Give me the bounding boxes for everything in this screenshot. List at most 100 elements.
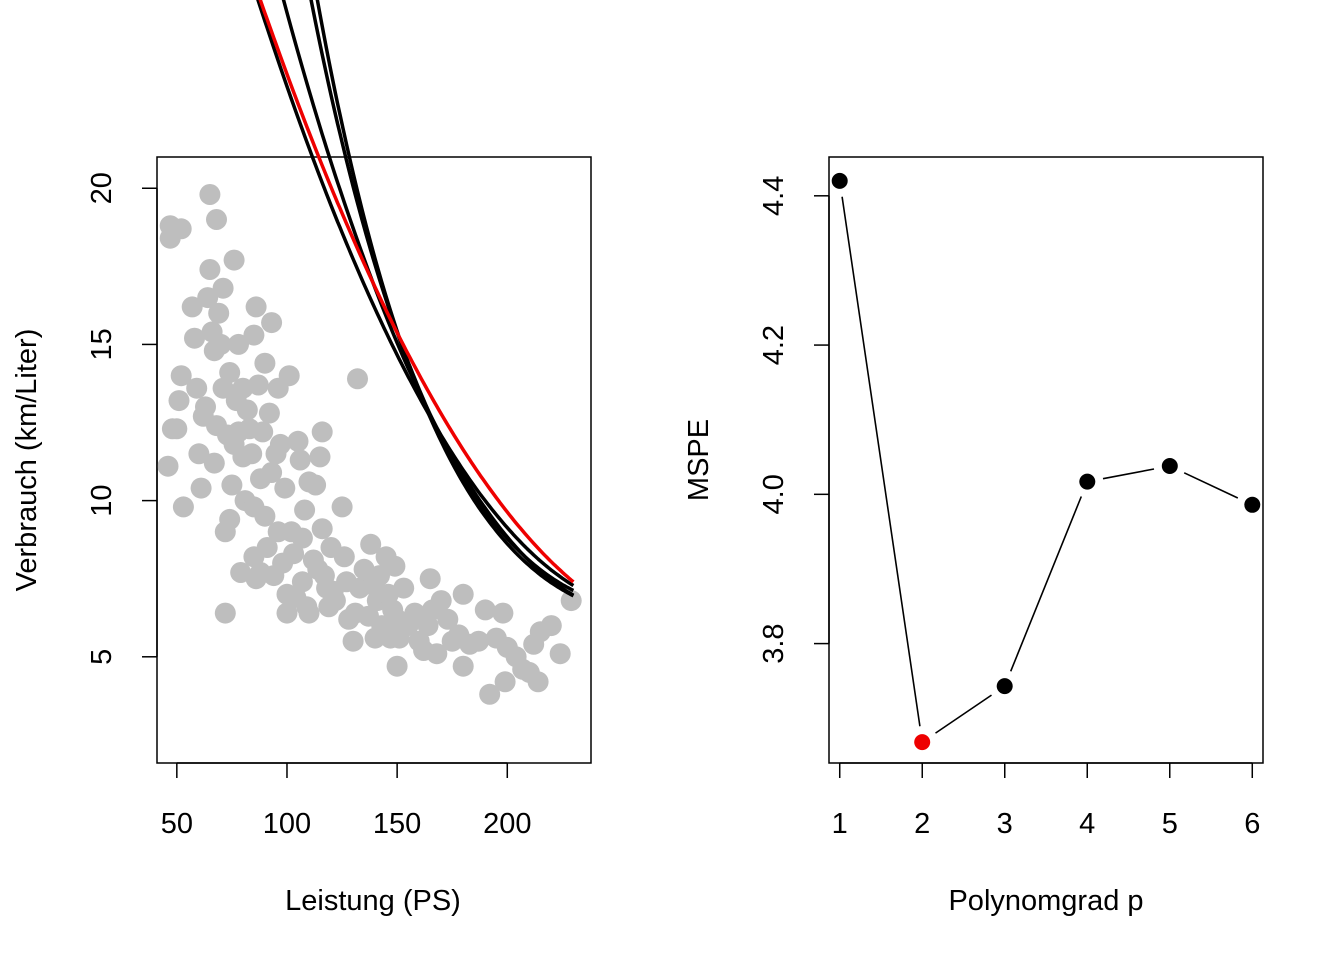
y-tick-label: 4.0 xyxy=(758,474,790,514)
scatter-point xyxy=(468,630,490,652)
mspe-axes: 1 2 3 4 5 6 3.8 4.0 4.2 4.4 xyxy=(758,176,1260,840)
scatter-point xyxy=(384,555,406,577)
scatter-point xyxy=(540,615,562,637)
scatter-point xyxy=(254,352,276,374)
scatter-point xyxy=(241,443,263,465)
scatter-point xyxy=(214,602,236,624)
scatter-point xyxy=(331,496,353,518)
y-tick-label: 4.4 xyxy=(758,176,790,216)
scatter-point xyxy=(243,324,265,346)
scatter-point xyxy=(452,655,474,677)
scatter-point xyxy=(258,402,280,424)
scatter-point xyxy=(186,377,208,399)
scatter-point xyxy=(294,499,316,521)
scatter-point xyxy=(437,608,459,630)
scatter-point xyxy=(195,396,216,418)
y-tick-label: 10 xyxy=(86,484,118,516)
scatter-point xyxy=(212,277,234,299)
scatter-panel: 50 100 150 200 5 10 15 20 Leistung (PS) Verbrau… xyxy=(11,0,592,917)
x-tick-label: 2 xyxy=(914,808,930,840)
scatter-point xyxy=(184,327,205,349)
scatter-point xyxy=(245,296,267,318)
mspe-plot-frame xyxy=(828,156,1264,764)
x-tick-label: 5 xyxy=(1162,808,1178,840)
scatter-point xyxy=(247,374,269,396)
fit-curves xyxy=(256,0,575,598)
mspe-point xyxy=(996,678,1013,695)
x-tick-label: 4 xyxy=(1079,808,1095,840)
scatter-points xyxy=(157,184,582,705)
scatter-point xyxy=(208,302,230,324)
y-tick-label: 15 xyxy=(86,328,118,360)
y-tick-label: 5 xyxy=(86,649,118,665)
y-tick-label: 4.2 xyxy=(758,325,790,365)
scatter-point xyxy=(311,518,333,540)
scatter-point xyxy=(298,602,320,624)
scatter-x-axis-label: Leistung (PS) xyxy=(285,885,461,917)
scatter-point xyxy=(188,443,210,465)
fit-curve-degree-4 xyxy=(309,0,575,593)
x-tick-label: 100 xyxy=(263,808,311,840)
scatter-point xyxy=(333,546,355,568)
scatter-point xyxy=(223,249,245,271)
scatter-point xyxy=(419,568,441,590)
scatter-point xyxy=(289,449,311,471)
scatter-point xyxy=(309,446,331,468)
scatter-y-axis-label: Verbrauch (km/Liter) xyxy=(11,329,43,592)
mspe-point xyxy=(1079,473,1096,490)
scatter-point xyxy=(219,362,241,383)
scatter-point xyxy=(172,496,194,518)
scatter-point xyxy=(386,655,408,677)
scatter-point xyxy=(305,474,327,496)
y-tick-label: 20 xyxy=(86,172,118,204)
mspe-point xyxy=(1244,496,1261,513)
scatter-point xyxy=(168,390,190,412)
scatter-point xyxy=(261,312,283,334)
scatter-point xyxy=(360,533,382,555)
scatter-point xyxy=(157,455,179,477)
mspe-connector xyxy=(1009,496,1083,672)
mspe-point-best xyxy=(914,734,931,751)
scatter-point xyxy=(283,543,305,565)
mspe-connector-lines xyxy=(841,196,1239,734)
mspe-connector xyxy=(1183,472,1239,499)
scatter-point xyxy=(474,599,496,621)
x-tick-label: 1 xyxy=(832,808,848,840)
scatter-point xyxy=(269,433,291,455)
scatter-point xyxy=(560,590,582,612)
mspe-panel: 1 2 3 4 5 6 3.8 4.0 4.2 4.4 Polynomgrad p MSPE xyxy=(683,156,1264,917)
scatter-point xyxy=(369,565,390,587)
scatter-point xyxy=(252,421,274,443)
scatter-point xyxy=(291,571,313,593)
scatter-point xyxy=(479,683,501,705)
scatter-point xyxy=(170,218,192,240)
mspe-connector xyxy=(935,694,992,734)
y-tick-label: 3.8 xyxy=(758,623,790,663)
scatter-point xyxy=(287,430,309,452)
scatter-point xyxy=(261,462,283,483)
scatter-point xyxy=(212,377,234,399)
scatter-point xyxy=(181,296,203,318)
scatter-point xyxy=(199,259,221,280)
scatter-point xyxy=(190,477,212,499)
fit-curve-degree-2 xyxy=(258,0,575,584)
x-tick-label: 200 xyxy=(483,808,531,840)
scatter-axes: 50 100 150 200 5 10 15 20 xyxy=(86,172,531,840)
scatter-point xyxy=(197,287,219,309)
x-tick-label: 150 xyxy=(373,808,421,840)
x-tick-label: 6 xyxy=(1244,808,1260,840)
scatter-point xyxy=(203,452,225,474)
scatter-point xyxy=(219,508,241,530)
scatter-point xyxy=(210,333,232,355)
scatter-point xyxy=(494,671,516,693)
scatter-point xyxy=(236,399,258,421)
x-tick-label: 3 xyxy=(997,808,1013,840)
mspe-connector xyxy=(841,196,921,727)
mspe-point xyxy=(831,172,848,189)
mspe-point xyxy=(1161,458,1178,474)
scatter-point xyxy=(347,368,368,390)
scatter-point xyxy=(549,643,571,665)
scatter-point xyxy=(221,474,243,496)
